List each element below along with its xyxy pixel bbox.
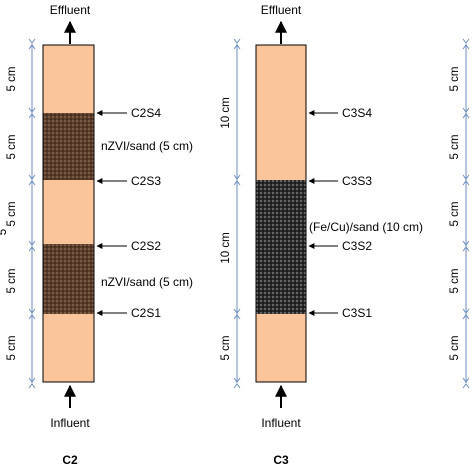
- c2-effluent-label: Effluent: [50, 3, 91, 17]
- c3-column-outline: [255, 44, 307, 383]
- dimension-tick: [462, 377, 470, 389]
- c2-dimension-scale: 5 cm 5 cm 5 cm 5 cm 5 cm: [6, 38, 36, 389]
- c2-influent-label: Influent: [50, 416, 90, 430]
- svg-text:C2S3: C2S3: [131, 174, 161, 188]
- dimension-tick: [28, 107, 36, 119]
- svg-text:C3S2: C3S2: [342, 239, 372, 253]
- dimension-tick: [28, 308, 36, 320]
- c3-effluent-label: Effluent: [261, 3, 302, 17]
- dimension-tick: [28, 377, 36, 389]
- c2-column-name: C2: [62, 453, 78, 467]
- right-dim-label-5: 5 cm: [449, 336, 461, 361]
- dimension-tick: [462, 308, 470, 320]
- right-dim-label-4: 5 cm: [449, 269, 461, 294]
- c2-segment-nzvi-upper: [43, 113, 94, 180]
- c3-segment-sand-bottom: [256, 314, 306, 382]
- dimension-tick: [462, 107, 470, 119]
- c2-port-s4: C2S4: [96, 106, 161, 120]
- c2-dim-label-2: 5 cm: [6, 135, 18, 160]
- svg-text:C2S2: C2S2: [131, 239, 161, 253]
- column-c2: 5 cm 5 cm 5 cm 5 cm 5 cm Effluent Influe…: [6, 3, 193, 467]
- c2-dim-label-5: 5 cm: [6, 336, 18, 361]
- column-c3: 10 cm 10 cm 5 cm Effluent Influent C3S4 …: [220, 3, 423, 467]
- c3-segment-fecu: [256, 180, 306, 314]
- c2-media-label-lower: nZVI/sand (5 cm): [101, 275, 193, 289]
- right-dim-label-3: 5 cm: [449, 202, 461, 227]
- c2-dim-label-3: 5 cm: [6, 202, 18, 227]
- c3-segment-sand-top: [256, 45, 306, 180]
- c3-port-s3: C3S3: [308, 174, 372, 188]
- svg-text:C3S3: C3S3: [342, 174, 372, 188]
- c2-port-s2: C2S2: [96, 239, 161, 253]
- c3-dim-label-2: 10 cm: [220, 232, 232, 263]
- dimension-tick: [28, 240, 36, 252]
- c2-column-outline: [42, 44, 95, 383]
- dimension-tick: [233, 38, 241, 50]
- svg-text:C2S4: C2S4: [131, 106, 161, 120]
- c3-port-s2: C3S2: [308, 239, 372, 253]
- c2-dim-label-4: 5 cm: [6, 269, 18, 294]
- right-dim-label-2: 5 cm: [449, 135, 461, 160]
- c2-dim-label-1: 5 cm: [6, 67, 18, 92]
- svg-text:C2S1: C2S1: [131, 306, 161, 320]
- c2-segment-sand-bottom: [43, 314, 94, 382]
- dimension-tick: [233, 308, 241, 320]
- c3-dim-label-1: 10 cm: [220, 97, 232, 128]
- dimension-tick: [28, 174, 36, 186]
- c3-dimension-scale: 10 cm 10 cm 5 cm: [220, 38, 241, 389]
- c3-dim-label-3: 5 cm: [220, 336, 232, 361]
- c3-influent-label: Influent: [261, 416, 301, 430]
- dimension-tick: [233, 377, 241, 389]
- dimension-tick: [28, 38, 36, 50]
- dimension-tick: [462, 240, 470, 252]
- svg-text:C3S1: C3S1: [342, 306, 372, 320]
- c3-port-s1: C3S1: [308, 306, 372, 320]
- c2-segment-nzvi-lower: [43, 244, 94, 314]
- c2-port-s3: C2S3: [96, 174, 161, 188]
- left-edge-partial-label: 5: [0, 229, 9, 235]
- c3-media-label: (Fe/Cu)/sand (10 cm): [309, 220, 423, 234]
- c3-column-name: C3: [273, 453, 289, 467]
- c2-media-label-upper: nZVI/sand (5 cm): [101, 139, 193, 153]
- c2-segment-sand-top: [43, 45, 94, 113]
- c2-segment-sand-middle: [43, 180, 94, 244]
- right-dim-label-1: 5 cm: [449, 67, 461, 92]
- c3-port-s4: C3S4: [308, 106, 372, 120]
- svg-text:C3S4: C3S4: [342, 106, 372, 120]
- right-edge-scale: 5 cm 5 cm 5 cm 5 cm 5 cm: [449, 38, 470, 389]
- dimension-tick: [233, 174, 241, 186]
- dimension-tick: [462, 174, 470, 186]
- c2-port-s1: C2S1: [96, 306, 161, 320]
- dimension-tick: [462, 38, 470, 50]
